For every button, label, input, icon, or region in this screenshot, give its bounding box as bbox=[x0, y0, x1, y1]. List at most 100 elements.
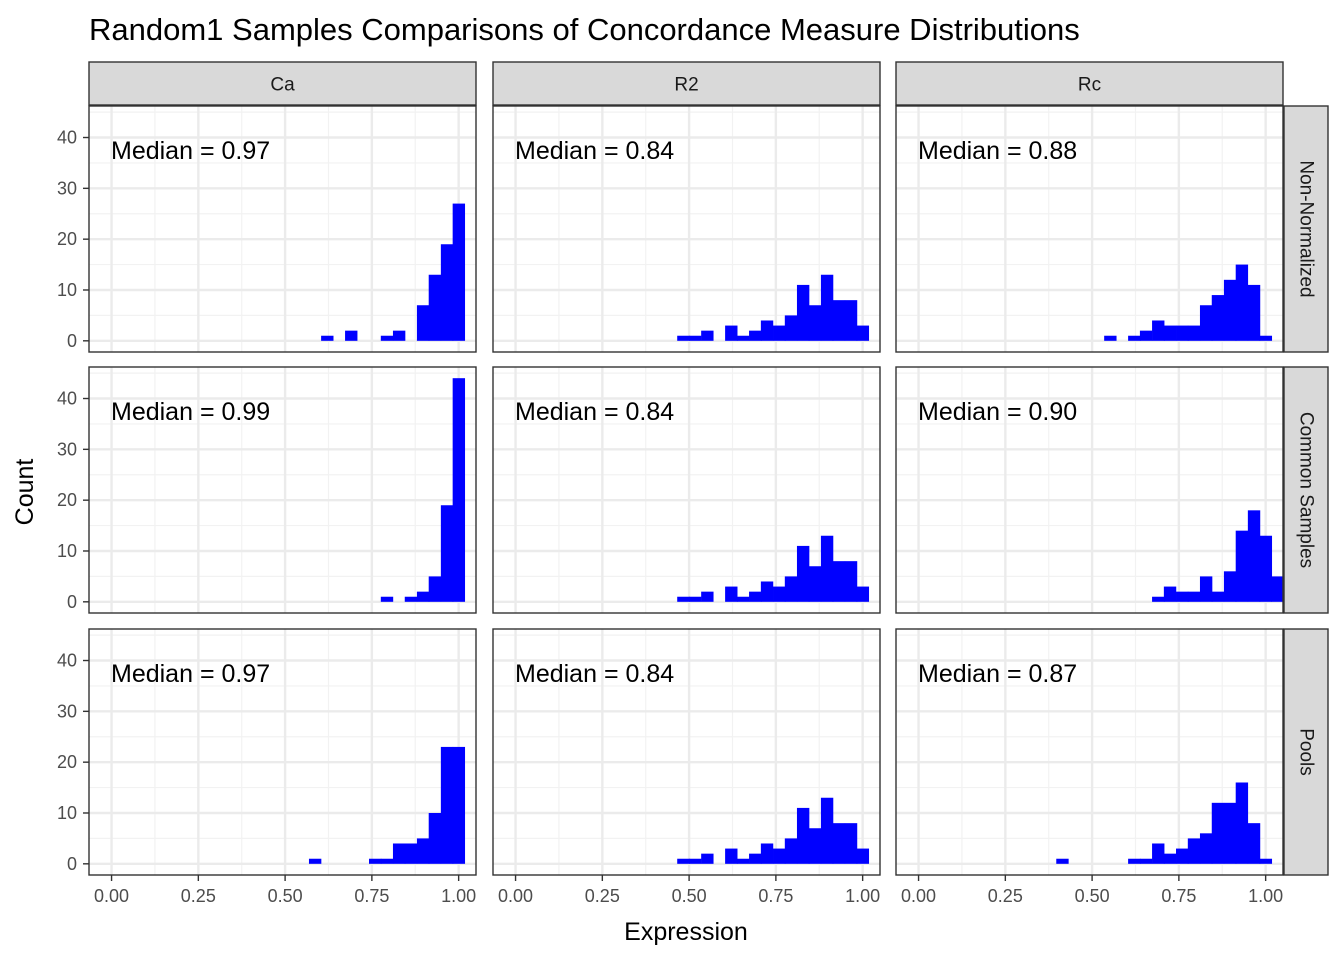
panel-pools-rc: Median = 0.87 bbox=[895, 628, 1284, 876]
x-tick-label: 0.50 bbox=[672, 886, 707, 906]
panel-border bbox=[88, 105, 477, 353]
histogram-bar bbox=[1223, 802, 1237, 864]
panel-pools-ca: Median = 0.97 bbox=[88, 628, 477, 876]
histogram-bar bbox=[380, 858, 394, 864]
x-tick-label: 0.75 bbox=[354, 886, 389, 906]
median-label: Median = 0.99 bbox=[111, 398, 270, 426]
histogram-bar bbox=[796, 545, 810, 602]
x-tick-label: 1.00 bbox=[845, 886, 880, 906]
histogram-bar bbox=[452, 203, 466, 341]
strip-rc bbox=[895, 61, 1284, 106]
strip-non-normalized bbox=[1283, 105, 1329, 353]
x-tick-label: 0.25 bbox=[988, 886, 1023, 906]
y-tick-label: 10 bbox=[57, 803, 77, 823]
y-tick-label: 20 bbox=[57, 490, 77, 510]
y-tick-label: 20 bbox=[57, 229, 77, 249]
histogram-bar bbox=[856, 848, 870, 864]
histogram-bar bbox=[832, 300, 846, 341]
histogram-bar bbox=[773, 848, 786, 864]
histogram-bar bbox=[820, 274, 834, 341]
panel-common-samples-ca: Median = 0.99 bbox=[88, 366, 477, 614]
histogram-bar bbox=[1223, 571, 1237, 602]
histogram-bar bbox=[1259, 335, 1273, 341]
histogram-bar bbox=[1152, 843, 1165, 864]
histogram-bar bbox=[808, 566, 822, 602]
median-label: Median = 0.84 bbox=[515, 398, 674, 426]
strip-pools bbox=[1283, 628, 1329, 876]
histogram-bar bbox=[749, 853, 762, 864]
histogram-bar bbox=[736, 858, 750, 864]
histogram-bar bbox=[1259, 535, 1273, 602]
histogram-bar bbox=[1104, 335, 1117, 341]
panel-non-normalized-ca: Median = 0.97 bbox=[88, 105, 477, 353]
histogram-bar bbox=[1139, 330, 1153, 341]
panel-border bbox=[895, 105, 1284, 353]
histogram-bar bbox=[760, 843, 774, 864]
histogram-bar bbox=[1247, 823, 1261, 864]
strip-label-rc: Rc bbox=[1078, 75, 1101, 96]
histogram-bar bbox=[1235, 782, 1249, 864]
histogram-bar bbox=[1211, 591, 1225, 602]
histogram-bar bbox=[380, 335, 394, 341]
strip-common-samples bbox=[1283, 366, 1329, 614]
y-tick-label: 10 bbox=[57, 541, 77, 561]
histogram-bar bbox=[369, 858, 382, 864]
panel-border bbox=[492, 628, 881, 876]
histogram-bar bbox=[1128, 335, 1141, 341]
histogram-bar bbox=[856, 586, 870, 602]
median-label: Median = 0.87 bbox=[918, 660, 1077, 688]
histogram-bar bbox=[440, 746, 454, 864]
panel-border bbox=[895, 628, 1284, 876]
median-label: Median = 0.88 bbox=[918, 137, 1077, 165]
histogram-bar bbox=[1199, 576, 1213, 602]
histogram-bar bbox=[689, 858, 702, 864]
panel-border bbox=[492, 366, 881, 614]
histogram-bar bbox=[452, 378, 466, 602]
panel-non-normalized-r2: Median = 0.84 bbox=[492, 105, 881, 353]
histogram-bar bbox=[1235, 264, 1249, 341]
panel-background bbox=[89, 367, 476, 613]
x-tick-label: 0.50 bbox=[268, 886, 303, 906]
histogram-bar bbox=[856, 325, 870, 341]
histogram-bar bbox=[725, 586, 738, 602]
panel-common-samples-r2: Median = 0.84 bbox=[492, 366, 881, 614]
histogram-bar bbox=[689, 596, 702, 602]
strip-r2 bbox=[492, 61, 881, 106]
histogram-bar bbox=[308, 858, 322, 864]
median-label: Median = 0.97 bbox=[111, 660, 270, 688]
histogram-bar bbox=[345, 330, 358, 341]
histogram-bar bbox=[832, 823, 846, 864]
strip-label-pools: Pools bbox=[1296, 728, 1317, 776]
histogram-bar bbox=[808, 828, 822, 864]
histogram-bar bbox=[1152, 596, 1165, 602]
histogram-bar bbox=[749, 591, 762, 602]
histogram-bar bbox=[736, 335, 750, 341]
y-axis-title: Count bbox=[11, 459, 39, 526]
y-tick-label: 40 bbox=[57, 651, 77, 671]
histogram-bar bbox=[416, 838, 430, 864]
panel-common-samples-rc: Median = 0.90 bbox=[895, 366, 1284, 614]
histogram-bar bbox=[725, 848, 738, 864]
strip-label-r2: R2 bbox=[674, 75, 698, 96]
histogram-bar bbox=[832, 561, 846, 602]
histogram-bar bbox=[1199, 305, 1213, 341]
panel-background bbox=[89, 106, 476, 352]
histogram-bar bbox=[1259, 858, 1273, 864]
histogram-bar bbox=[1187, 838, 1201, 864]
histogram-bar bbox=[701, 330, 714, 341]
histogram-bar bbox=[844, 300, 858, 341]
strip-label-ca: Ca bbox=[270, 75, 295, 96]
histogram-bar bbox=[796, 284, 810, 341]
histogram-bar bbox=[1187, 325, 1201, 341]
histogram-bar bbox=[1247, 284, 1261, 341]
histogram-bar bbox=[689, 335, 702, 341]
histogram-bar bbox=[1176, 591, 1189, 602]
histogram-bar bbox=[440, 244, 454, 341]
histogram-bar bbox=[1176, 848, 1189, 864]
histogram-bar bbox=[796, 807, 810, 864]
strip-label-common-samples: Common Samples bbox=[1296, 412, 1317, 568]
panel-border bbox=[88, 366, 477, 614]
histogram-bar bbox=[452, 746, 466, 864]
histogram-bar bbox=[1176, 325, 1189, 341]
